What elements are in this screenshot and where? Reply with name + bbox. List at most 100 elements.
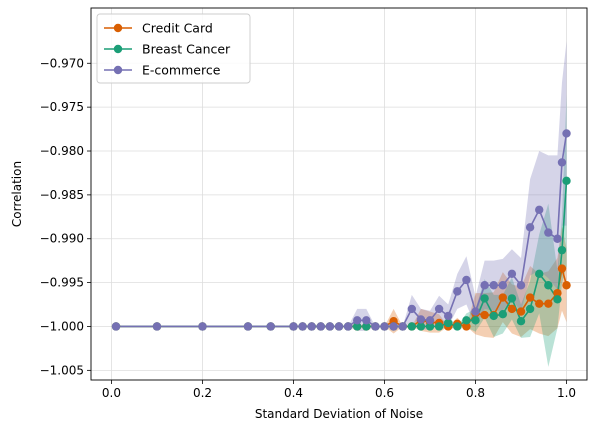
data-point: [525, 223, 535, 232]
y-tick-label: −0.980: [40, 144, 84, 158]
confidence-band: [116, 226, 567, 338]
data-point: [266, 322, 275, 331]
legend-entry-credit-card: Credit Card: [104, 21, 213, 36]
data-point: [389, 322, 398, 331]
data-point: [316, 322, 325, 331]
data-point: [535, 299, 544, 308]
y-tick-label: −0.995: [40, 276, 84, 290]
data-point: [407, 322, 417, 331]
data-point: [371, 322, 380, 331]
data-point: [553, 288, 562, 298]
data-point: [498, 281, 508, 290]
data-point: [152, 322, 162, 331]
data-point: [525, 293, 535, 302]
data-point: [516, 317, 526, 326]
legend-entry-breast-cancer: Breast Cancer: [104, 42, 231, 57]
grid-lines: [91, 8, 587, 380]
data-point: [553, 234, 562, 243]
y-axis-ticks: −1.005 −1.000 −0.995 −0.990 −0.985 −0.980 −0.9…: [40, 56, 91, 377]
data-point: [111, 322, 121, 331]
x-tick-label: 0.6: [375, 386, 394, 400]
data-point: [557, 158, 567, 167]
legend-marker: [113, 65, 123, 75]
legend-marker: [113, 23, 123, 33]
data-point: [444, 318, 453, 328]
data-point: [507, 269, 517, 279]
y-tick-label: −0.990: [40, 232, 84, 246]
data-point: [557, 245, 567, 255]
data-point: [462, 275, 471, 285]
legend-label: Breast Cancer: [142, 42, 231, 57]
data-point: [334, 322, 344, 331]
data-point: [434, 322, 444, 331]
legend-box: [96, 13, 251, 84]
data-point: [507, 294, 517, 303]
data-point: [380, 322, 389, 331]
y-tick-label: −0.985: [40, 188, 84, 202]
data-point: [544, 299, 553, 308]
data-point: [425, 316, 435, 325]
data-point: [407, 304, 417, 314]
y-tick-label: −1.000: [40, 319, 84, 333]
data-point: [516, 281, 526, 290]
data-point: [362, 322, 371, 331]
data-point: [362, 316, 371, 325]
data-point: [562, 281, 571, 290]
data-point: [434, 304, 444, 314]
data-point: [471, 307, 480, 316]
data-point: [462, 322, 471, 331]
x-tick-label: 0.0: [102, 386, 121, 400]
legend: Credit Card Breast Cancer E-commerce: [96, 13, 251, 84]
data-point: [553, 295, 562, 304]
x-axis-ticks: 0.0 0.2 0.4 0.6 0.8 1.0: [102, 380, 576, 400]
data-point: [525, 304, 535, 314]
data-point: [562, 129, 571, 138]
data-point: [444, 311, 453, 321]
data-point: [243, 322, 253, 331]
data-point: [498, 293, 508, 302]
data-point: [489, 311, 498, 321]
data-point: [325, 322, 335, 331]
data-point: [416, 322, 426, 331]
data-point: [498, 309, 508, 319]
data-point: [453, 287, 462, 296]
data-point: [307, 322, 316, 331]
data-point: [289, 322, 298, 331]
data-point: [343, 322, 353, 331]
data-point: [353, 322, 362, 331]
data-point: [480, 294, 489, 303]
data-point: [544, 281, 553, 290]
data-point: [535, 205, 544, 214]
data-point: [453, 322, 462, 331]
data-point: [398, 322, 407, 331]
data-point: [507, 304, 517, 314]
legend-label: Credit Card: [142, 21, 213, 36]
y-tick-label: −0.975: [40, 100, 84, 114]
data-point: [425, 322, 435, 331]
y-axis-title: Correlation: [10, 161, 24, 227]
plot-frame: [90, 7, 588, 381]
data-point: [535, 269, 544, 279]
data-point: [353, 316, 362, 325]
data-point: [557, 264, 567, 273]
x-tick-label: 0.4: [284, 386, 303, 400]
confidence-band: [116, 41, 567, 331]
y-tick-label: −1.005: [40, 363, 84, 377]
legend-entry-e-commerce: E-commerce: [104, 63, 221, 78]
data-point: [489, 281, 498, 290]
data-point: [462, 316, 471, 325]
data-point: [198, 322, 207, 331]
series-points: [111, 129, 571, 331]
data-point: [480, 281, 489, 290]
data-point: [544, 228, 553, 237]
x-axis-title: Standard Deviation of Noise: [255, 407, 423, 421]
x-tick-label: 0.8: [466, 386, 485, 400]
x-tick-label: 0.2: [193, 386, 212, 400]
data-point: [480, 310, 489, 320]
confidence-bands: [116, 41, 567, 367]
data-point: [416, 315, 426, 324]
y-tick-label: −0.970: [40, 56, 84, 70]
legend-label: E-commerce: [142, 63, 221, 78]
data-point: [516, 307, 526, 316]
